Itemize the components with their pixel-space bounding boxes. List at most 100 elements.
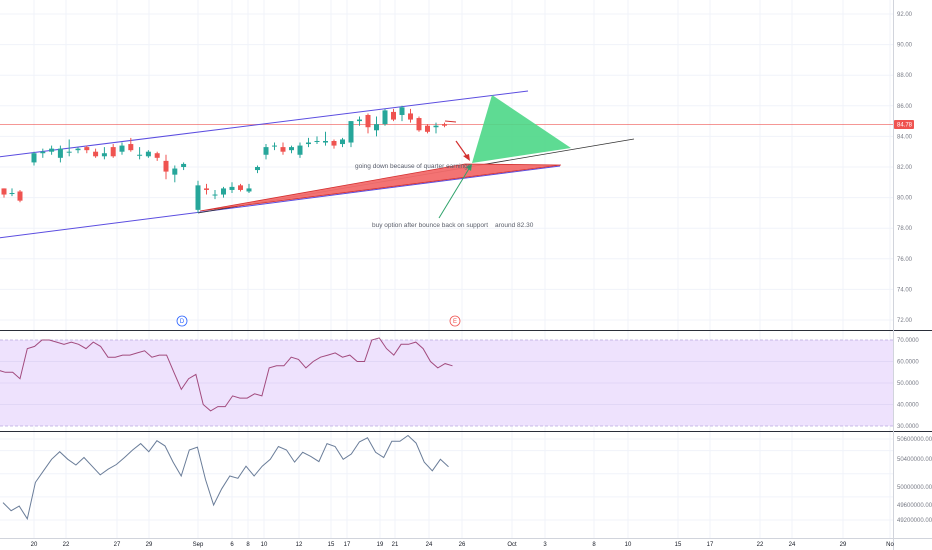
time-tick-label: 24 bbox=[426, 542, 433, 548]
green-triangle-drawing[interactable] bbox=[472, 95, 571, 163]
candle-body bbox=[314, 140, 320, 142]
candle[interactable] bbox=[9, 188, 15, 197]
candle[interactable] bbox=[280, 142, 286, 155]
candle[interactable] bbox=[442, 122, 447, 128]
candle[interactable] bbox=[57, 145, 63, 163]
candle-body bbox=[263, 147, 269, 155]
price-tick-label: 72.00 bbox=[897, 318, 913, 324]
candle[interactable] bbox=[40, 148, 46, 158]
candle-body bbox=[255, 167, 260, 171]
candle[interactable] bbox=[137, 147, 143, 160]
candle-body bbox=[40, 151, 46, 154]
channel-lower-line[interactable] bbox=[0, 165, 561, 239]
candle-body bbox=[391, 111, 396, 120]
candle[interactable] bbox=[212, 189, 218, 200]
obv-pane[interactable] bbox=[2, 434, 449, 521]
candle[interactable] bbox=[314, 136, 320, 145]
drawing-layer[interactable] bbox=[199, 95, 571, 219]
candle[interactable] bbox=[163, 154, 169, 180]
candle[interactable] bbox=[204, 183, 209, 195]
obv-line[interactable] bbox=[2, 434, 449, 521]
candle[interactable] bbox=[297, 142, 303, 158]
candle[interactable] bbox=[425, 124, 430, 134]
candle[interactable] bbox=[272, 142, 277, 151]
candle[interactable] bbox=[399, 105, 405, 122]
candle-body bbox=[84, 147, 90, 151]
candle[interactable] bbox=[145, 150, 151, 158]
candle-body bbox=[297, 145, 303, 155]
candle[interactable] bbox=[348, 121, 354, 148]
candle[interactable] bbox=[31, 151, 37, 166]
rsi-pane[interactable] bbox=[0, 337, 453, 412]
candle[interactable] bbox=[119, 142, 125, 155]
candle[interactable] bbox=[75, 147, 81, 154]
time-tick-label: 8 bbox=[246, 542, 250, 548]
annotation-text: buy option after bounce back on support bbox=[372, 222, 488, 229]
candle-body bbox=[382, 110, 388, 125]
candle[interactable] bbox=[374, 116, 379, 137]
candle[interactable] bbox=[408, 108, 413, 123]
candle[interactable] bbox=[84, 145, 90, 154]
candle[interactable] bbox=[382, 108, 388, 126]
price-scale[interactable]: 92.00 90.00 88.00 86.00 84.00 82.00 80.00 78.00… bbox=[894, 12, 932, 524]
price-tick-label: 86.00 bbox=[897, 104, 913, 110]
event-marker-circle bbox=[176, 315, 188, 327]
candle[interactable] bbox=[17, 189, 23, 203]
candle[interactable] bbox=[66, 139, 72, 157]
candle[interactable] bbox=[246, 183, 252, 194]
candle[interactable] bbox=[323, 131, 328, 146]
time-tick-label: 29 bbox=[146, 542, 153, 548]
candle[interactable] bbox=[289, 145, 294, 154]
candle-body bbox=[1, 188, 7, 195]
event-marker-e[interactable]: E bbox=[449, 315, 461, 327]
candle-body bbox=[246, 188, 252, 192]
candle[interactable] bbox=[154, 151, 160, 161]
candle[interactable] bbox=[255, 165, 260, 174]
candle[interactable] bbox=[391, 108, 396, 122]
candle[interactable] bbox=[306, 137, 311, 148]
obv-tick-label: 50400000.0000 bbox=[897, 457, 932, 463]
price-tick-label: 92.00 bbox=[897, 12, 913, 18]
candle[interactable] bbox=[110, 144, 116, 158]
candle[interactable] bbox=[229, 182, 235, 194]
time-scale[interactable]: 20 22 27 29 Sep 6 8 10 12 15 17 19 21 24 26 Oct 3 8 10 15 17… bbox=[31, 542, 895, 548]
candle[interactable] bbox=[195, 180, 201, 213]
candlestick-series[interactable] bbox=[1, 105, 448, 213]
candle-body bbox=[357, 119, 362, 122]
candle[interactable] bbox=[433, 122, 439, 134]
obv-tick-label: 49600000.0000 bbox=[897, 503, 932, 509]
rsi-band bbox=[0, 339, 893, 427]
candle-body bbox=[49, 148, 55, 152]
candle[interactable] bbox=[1, 188, 7, 198]
event-marker-d[interactable]: D bbox=[176, 315, 188, 327]
last-price-badge[interactable]: 84.78 bbox=[894, 119, 914, 129]
up-arrow-line[interactable] bbox=[438, 166, 471, 219]
candle[interactable] bbox=[93, 148, 99, 158]
candle[interactable] bbox=[416, 116, 422, 132]
candle-body bbox=[238, 185, 243, 190]
candle[interactable] bbox=[172, 165, 178, 183]
candle[interactable] bbox=[331, 139, 337, 149]
time-tick-label: 15 bbox=[675, 542, 682, 548]
candle-body bbox=[93, 151, 99, 157]
candle[interactable] bbox=[49, 145, 55, 155]
candle[interactable] bbox=[181, 162, 187, 171]
time-tick-label: 17 bbox=[344, 542, 351, 548]
candle[interactable] bbox=[365, 113, 371, 134]
candle-body bbox=[145, 151, 151, 157]
candle[interactable] bbox=[340, 137, 345, 148]
rsi-line[interactable] bbox=[0, 337, 453, 412]
candle[interactable] bbox=[101, 147, 107, 160]
candle[interactable] bbox=[221, 186, 226, 198]
time-tick-label: No bbox=[886, 542, 894, 548]
candle-body bbox=[323, 140, 328, 143]
time-tick-label: 12 bbox=[296, 542, 303, 548]
candle[interactable] bbox=[263, 144, 269, 160]
candle[interactable] bbox=[357, 116, 362, 126]
candle-body bbox=[280, 147, 286, 152]
candle[interactable] bbox=[128, 137, 134, 152]
candle[interactable] bbox=[238, 183, 243, 192]
